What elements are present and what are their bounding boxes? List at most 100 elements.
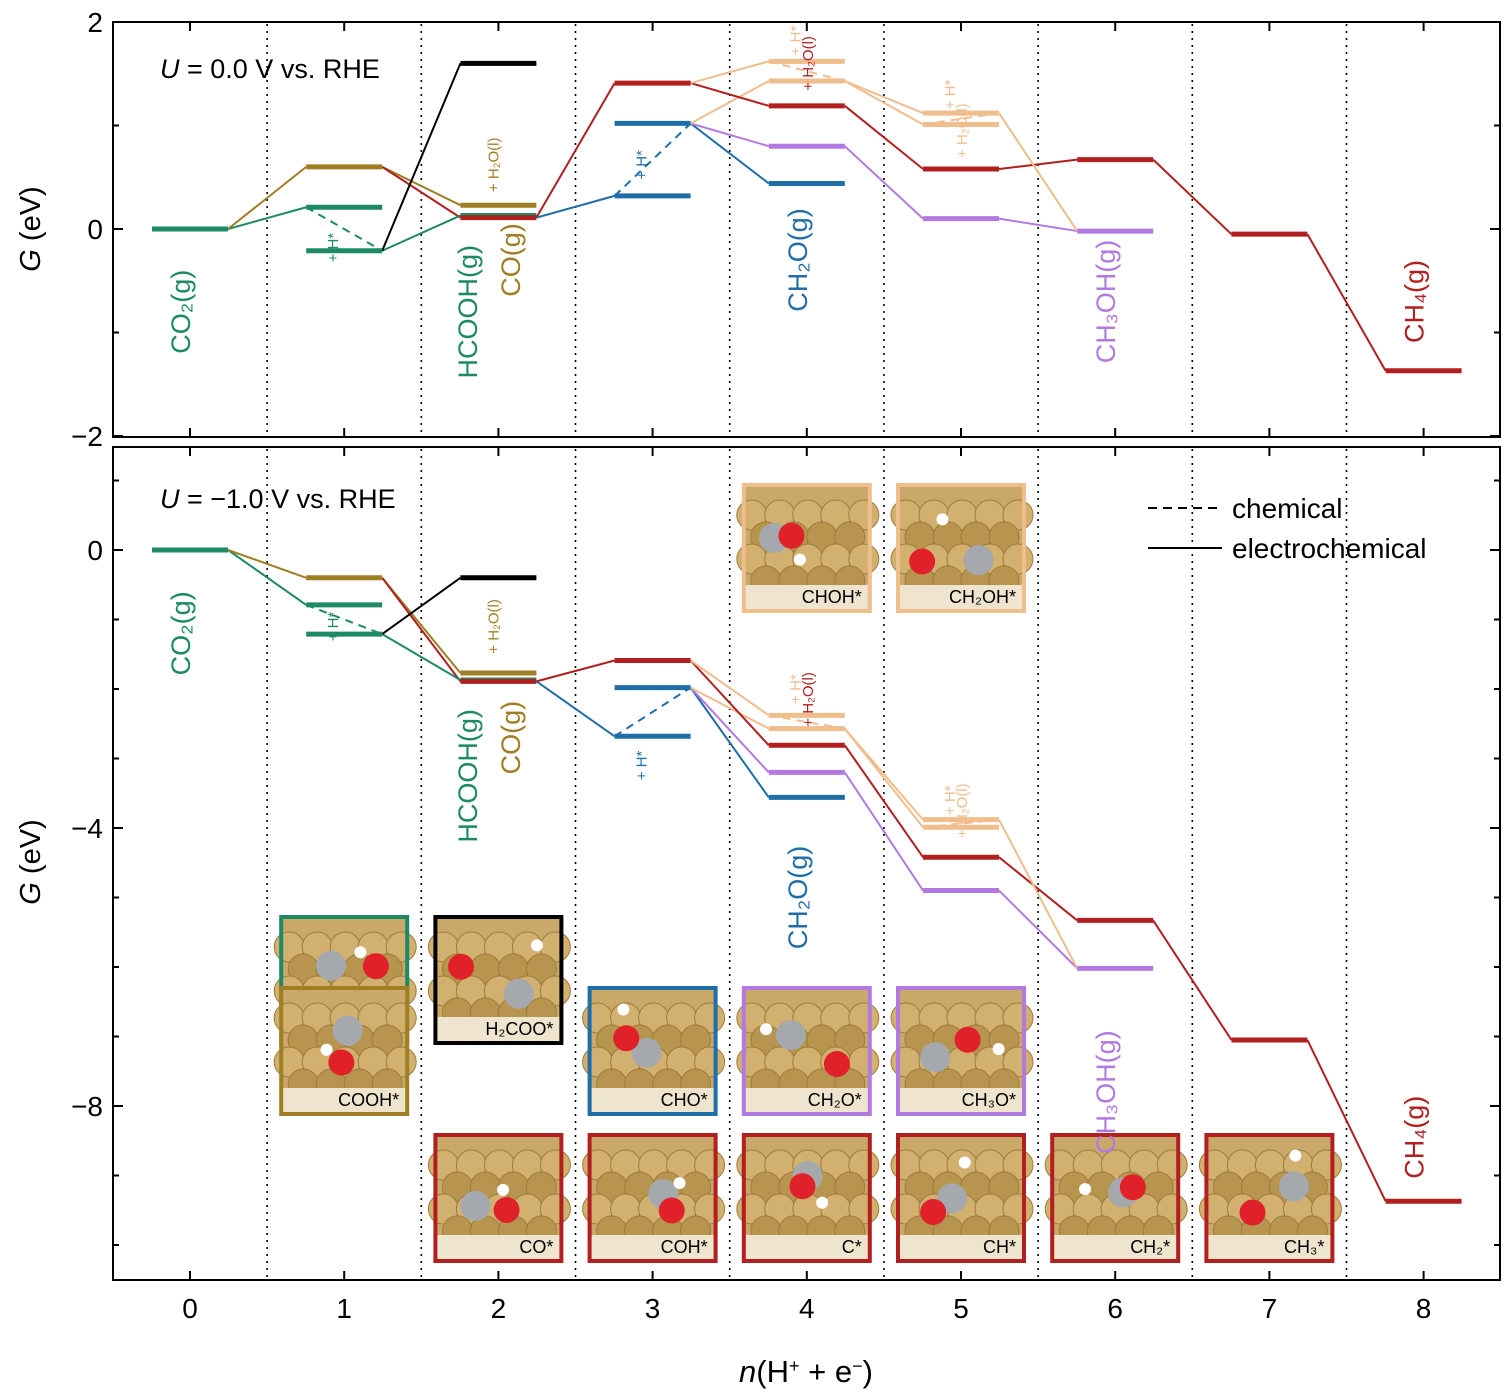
inset-label: H₂COO* bbox=[485, 1019, 553, 1039]
species-label: CO₂(g) bbox=[166, 270, 196, 354]
inset-base bbox=[743, 1088, 870, 1114]
inset-border bbox=[741, 483, 872, 613]
step-label: + H* bbox=[788, 674, 805, 704]
hydrogen-atom bbox=[673, 1177, 686, 1190]
step-label: + H* bbox=[325, 233, 342, 263]
step-label: + H* bbox=[633, 150, 650, 180]
inset-border bbox=[433, 915, 564, 1045]
inset-label: CH₃O* bbox=[962, 1090, 1016, 1110]
inset-label: CO* bbox=[519, 1237, 553, 1257]
copper-atom bbox=[525, 953, 557, 985]
carbon-atom bbox=[503, 978, 534, 1009]
oxygen-atom bbox=[1119, 1174, 1146, 1201]
oxygen-atom bbox=[823, 1051, 850, 1078]
step-label: + H* bbox=[788, 26, 805, 56]
species-label: CH₂O(g) bbox=[783, 208, 813, 311]
hydrogen-atom bbox=[958, 1156, 971, 1169]
copper-atom bbox=[834, 1171, 866, 1203]
oxygen-atom bbox=[920, 1199, 947, 1226]
hydrogen-atom bbox=[1079, 1183, 1092, 1196]
hydrogen-atom bbox=[320, 1043, 333, 1056]
grid-separators bbox=[266, 24, 1348, 1278]
x-tick-label: 4 bbox=[799, 1293, 815, 1324]
inset-base bbox=[743, 1235, 870, 1261]
connector-line bbox=[843, 771, 924, 892]
connector-line bbox=[844, 145, 924, 220]
species-label: CH₃OH(g) bbox=[1091, 240, 1121, 364]
axes-ticks: −2 0 2 −8 −4 0 0 1 2 3 4 5 6 7 8 bbox=[71, 7, 1500, 1324]
structure-inset: CH₂O* bbox=[736, 986, 880, 1116]
step-label: + H₂O(l) bbox=[800, 36, 817, 91]
structure-inset: COOH* bbox=[273, 986, 417, 1116]
connector-line bbox=[381, 63, 462, 252]
connector-line bbox=[690, 60, 770, 85]
legend: chemical electrochemical bbox=[1148, 493, 1427, 564]
oxygen-atom bbox=[909, 548, 936, 575]
connector-line bbox=[1306, 1039, 1387, 1202]
structure-inset: CH* bbox=[890, 1133, 1034, 1263]
structure-inset: CH₃* bbox=[1198, 1133, 1342, 1263]
inset-border bbox=[279, 986, 410, 1116]
top-panel-title: U = 0.0 V vs. RHE bbox=[160, 54, 380, 84]
y-tick-label: −8 bbox=[71, 1091, 103, 1122]
carbon-atom bbox=[775, 1020, 806, 1051]
oxygen-atom bbox=[448, 953, 475, 980]
inset-base bbox=[435, 1017, 562, 1043]
top-y-axis-label: G (eV) bbox=[15, 186, 47, 271]
structure-inset: CH₂* bbox=[1044, 1133, 1188, 1263]
copper-atom bbox=[525, 1171, 557, 1203]
connector-line bbox=[998, 158, 1078, 170]
structure-inset: COH* bbox=[582, 1133, 726, 1263]
inset-border bbox=[1204, 1133, 1335, 1263]
connector-line bbox=[381, 577, 462, 682]
connector-line bbox=[381, 633, 461, 681]
y-tick-label: 0 bbox=[87, 214, 103, 245]
step-label: + H₂O(l) bbox=[800, 672, 817, 727]
connector-line bbox=[535, 680, 616, 738]
connector-line bbox=[690, 659, 770, 717]
step-label: + H* bbox=[325, 611, 342, 641]
step-label: + H* bbox=[942, 79, 959, 109]
x-tick-label: 3 bbox=[645, 1293, 661, 1324]
inset-border bbox=[587, 1133, 718, 1263]
hydrogen-atom bbox=[617, 1003, 630, 1016]
hydrogen-atom bbox=[1289, 1149, 1302, 1162]
step-label: + H₂O(l) bbox=[485, 599, 502, 654]
y-tick-label: −2 bbox=[71, 421, 103, 452]
inset-base bbox=[743, 585, 870, 611]
carbon-atom bbox=[937, 1183, 968, 1214]
structure-inset: H₂COO* bbox=[427, 915, 571, 1045]
hydrogen-atom bbox=[816, 1196, 829, 1209]
structure-inset: C* bbox=[736, 1133, 880, 1263]
inset-label: COOH* bbox=[338, 1090, 399, 1110]
inset-base bbox=[589, 1088, 716, 1114]
connector-line bbox=[536, 659, 615, 683]
inset-border bbox=[1050, 1133, 1181, 1263]
inset-base bbox=[589, 1235, 716, 1261]
x-tick-label: 2 bbox=[491, 1293, 507, 1324]
oxygen-atom bbox=[1239, 1199, 1266, 1226]
inset-base bbox=[435, 1235, 562, 1261]
legend-electrochemical-label: electrochemical bbox=[1232, 533, 1427, 564]
connector-line bbox=[613, 122, 692, 197]
y-tick-label: −4 bbox=[71, 813, 103, 844]
carbon-atom bbox=[920, 1042, 951, 1073]
inset-border bbox=[741, 986, 872, 1116]
species-label: CO(g) bbox=[496, 701, 526, 775]
connector-line bbox=[536, 194, 615, 219]
copper-atom bbox=[988, 521, 1020, 553]
connector-line bbox=[998, 889, 1078, 970]
species-label: HCOOH(g) bbox=[453, 245, 483, 379]
bottom-panel-title-rest: = −1.0 V vs. RHE bbox=[180, 484, 396, 514]
step-label: + H₂O(l) bbox=[485, 138, 502, 193]
oxygen-atom bbox=[362, 953, 389, 980]
step-label: + H* bbox=[633, 750, 650, 780]
connector-line bbox=[305, 603, 383, 636]
connector-line bbox=[844, 727, 924, 828]
x-tick-label: 6 bbox=[1107, 1293, 1123, 1324]
step-label: + H₂O(l) bbox=[954, 783, 971, 838]
connector-line bbox=[227, 166, 307, 230]
species-label: CH₃OH(g) bbox=[1091, 1030, 1121, 1154]
connector-line bbox=[998, 856, 1078, 922]
species-label: CO(g) bbox=[496, 223, 526, 297]
